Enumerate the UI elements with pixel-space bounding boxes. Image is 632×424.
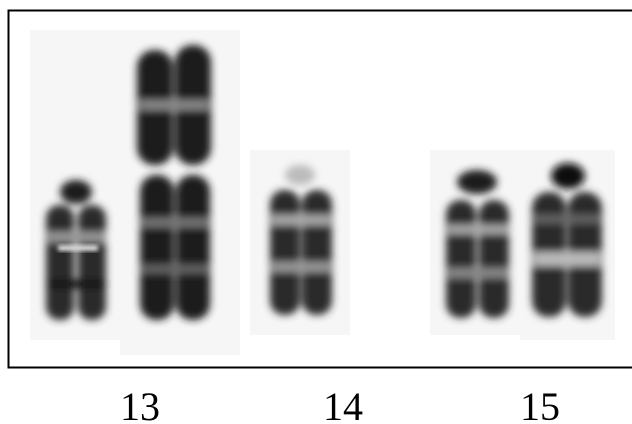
chromosome [270, 165, 332, 315]
chromosome-label: 15 [520, 384, 560, 424]
chromosome [46, 180, 106, 320]
chromosome [532, 163, 602, 317]
chromosome-label: 14 [323, 384, 363, 424]
chromosome [137, 45, 211, 320]
band [58, 245, 98, 251]
chromosome-label: 13 [120, 384, 160, 424]
chromosome [446, 170, 509, 318]
